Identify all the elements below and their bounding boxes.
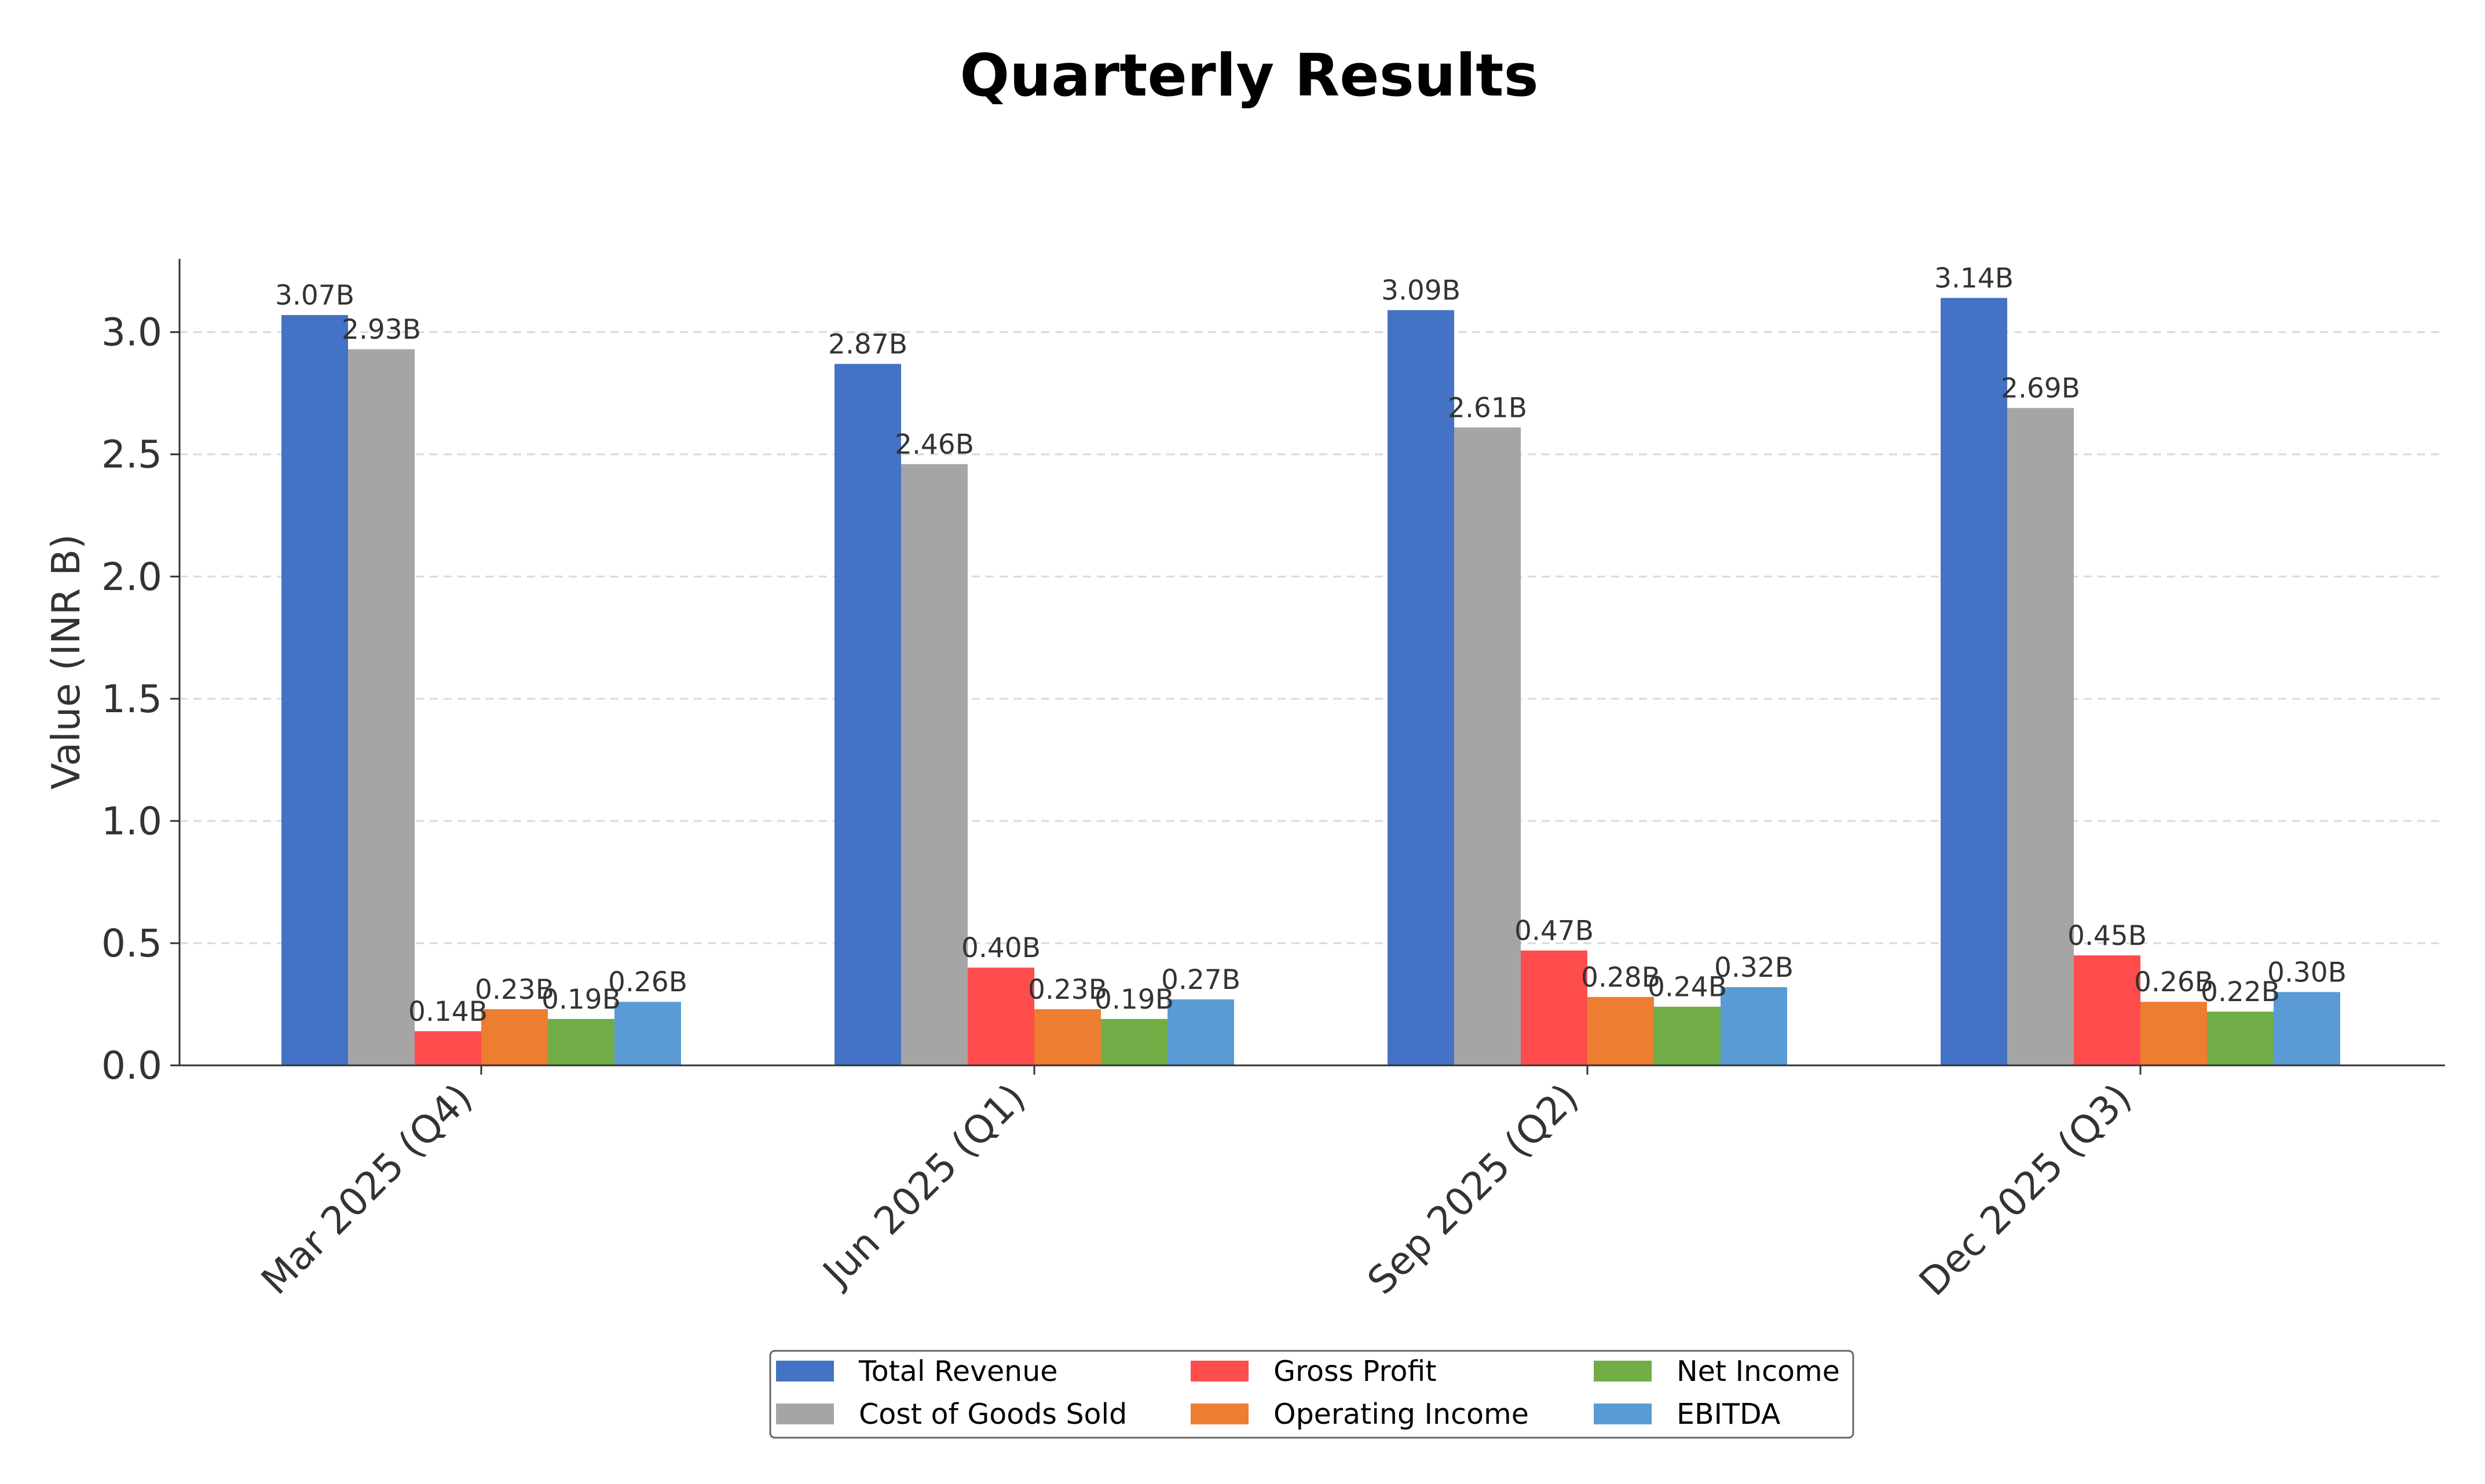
- data-label: 0.28B: [1581, 962, 1660, 994]
- legend-frame: [769, 1350, 1854, 1439]
- data-label: 3.14B: [1934, 263, 2014, 295]
- bar-total-revenue: [1941, 298, 2007, 1066]
- y-tick-label: 0.5: [101, 921, 162, 966]
- legend-swatch: [776, 1404, 834, 1424]
- legend-label: Total Revenue: [858, 1355, 1057, 1388]
- data-labels-group: 3.07B2.93B0.14B0.23B0.19B0.26B2.87B2.46B…: [275, 263, 2347, 1028]
- legend-swatch: [776, 1361, 834, 1382]
- data-label: 0.26B: [2134, 966, 2213, 998]
- y-tick-label: 2.0: [101, 555, 162, 599]
- y-tick-label: 0.0: [101, 1043, 162, 1088]
- bar-ebitda: [1721, 987, 1787, 1065]
- bar-cost-of-goods-sold: [901, 464, 968, 1066]
- bar-ebitda: [614, 1002, 681, 1065]
- data-label: 0.19B: [541, 984, 621, 1016]
- data-label: 2.87B: [828, 329, 907, 361]
- data-label: 3.09B: [1381, 275, 1461, 307]
- bar-net-income: [548, 1018, 614, 1065]
- y-tick-label: 1.5: [101, 677, 162, 721]
- data-label: 0.22B: [2201, 976, 2280, 1008]
- bar-ebitda: [1168, 999, 1234, 1065]
- bar-net-income: [1654, 1006, 1721, 1065]
- legend-label: Cost of Goods Sold: [859, 1398, 1127, 1431]
- bar-total-revenue: [835, 364, 901, 1065]
- bar-total-revenue: [1388, 310, 1454, 1065]
- data-label: 0.40B: [961, 932, 1041, 964]
- data-label: 0.27B: [1161, 964, 1240, 996]
- data-label: 2.69B: [2001, 372, 2080, 404]
- data-label: 0.19B: [1095, 984, 1174, 1016]
- data-label: 0.45B: [2067, 920, 2147, 952]
- bar-gross-profit: [1521, 950, 1587, 1065]
- data-label: 0.47B: [1514, 915, 1594, 947]
- legend: Total Revenue Cost of Goods Sold Gross Pro…: [769, 1350, 1854, 1439]
- legend-swatch: [1594, 1361, 1652, 1382]
- data-label: 0.14B: [408, 996, 488, 1028]
- legend-swatch: [1594, 1404, 1652, 1424]
- data-label: 0.30B: [2267, 957, 2347, 988]
- data-label: 0.26B: [608, 966, 687, 998]
- bar-net-income: [1101, 1018, 1168, 1065]
- y-tick-label: 2.5: [101, 433, 162, 477]
- y-tick-label: 1.0: [101, 799, 162, 844]
- gridlines: [180, 331, 2445, 944]
- y-axis-label: Value (INR B): [43, 534, 89, 789]
- legend-label: Operating Income: [1273, 1398, 1529, 1431]
- bar-operating-income: [2140, 1002, 2207, 1065]
- data-label: 0.23B: [1028, 974, 1107, 1006]
- legend-label: Gross Profit: [1273, 1355, 1436, 1388]
- bar-total-revenue: [281, 315, 348, 1065]
- bar-cost-of-goods-sold: [1454, 427, 1521, 1065]
- bar-gross-profit: [415, 1031, 481, 1065]
- data-label: 0.23B: [475, 974, 554, 1006]
- data-label: 0.24B: [1648, 972, 1727, 1003]
- bar-gross-profit: [968, 968, 1034, 1065]
- bar-cost-of-goods-sold: [348, 349, 415, 1066]
- bars-group: [281, 298, 2340, 1066]
- data-label: 0.32B: [1714, 952, 1794, 984]
- legend-swatch: [1191, 1404, 1249, 1424]
- legend-items: Total Revenue Cost of Goods Sold Gross Pro…: [776, 1355, 1840, 1431]
- bar-operating-income: [481, 1009, 548, 1065]
- bar-operating-income: [1587, 996, 1654, 1065]
- bar-ebitda: [2274, 992, 2340, 1065]
- data-label: 2.61B: [1448, 392, 1527, 424]
- legend-label: Net Income: [1677, 1355, 1840, 1388]
- legend-label: EBITDA: [1677, 1398, 1781, 1431]
- data-label: 3.07B: [275, 280, 354, 312]
- bar-gross-profit: [2074, 955, 2140, 1065]
- chart-title: Quarterly Results: [960, 41, 1538, 109]
- axes: [178, 259, 2445, 1067]
- y-tick-label: 3.0: [101, 310, 162, 355]
- legend-swatch: [1191, 1361, 1249, 1382]
- data-label: 2.93B: [342, 314, 421, 346]
- y-ticks: 0.0 0.5 1.0 1.5 2.0 2.5 3.0: [101, 310, 180, 1088]
- data-label: 2.46B: [895, 429, 974, 461]
- bar-cost-of-goods-sold: [2007, 408, 2074, 1066]
- bar-net-income: [2207, 1012, 2274, 1065]
- bar-operating-income: [1034, 1009, 1101, 1065]
